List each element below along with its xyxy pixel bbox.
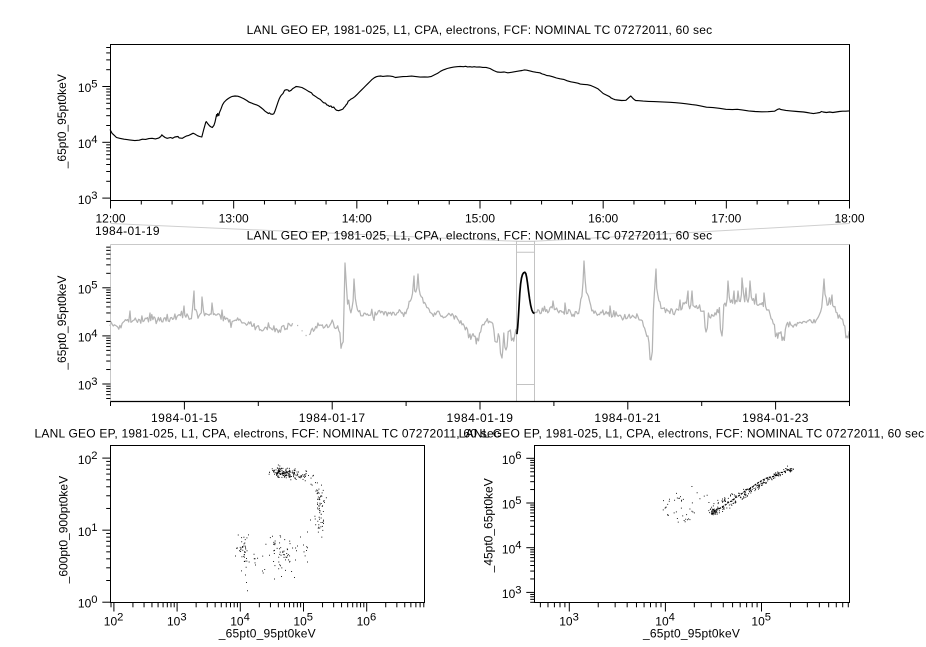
svg-text:17:00: 17:00: [711, 211, 741, 225]
svg-text:1984-01-19: 1984-01-19: [95, 224, 160, 238]
svg-text:_65pt0_95pt0keV: _65pt0_95pt0keV: [55, 74, 69, 169]
svg-text:LANL GEO EP, 1981-025, L1, CPA: LANL GEO EP, 1981-025, L1, CPA, electron…: [247, 229, 713, 243]
svg-text:1984-01-15: 1984-01-15: [151, 411, 218, 425]
svg-text:_600pt0_900pt0keV: _600pt0_900pt0keV: [57, 476, 71, 584]
svg-text:_45pt0_65pt0keV: _45pt0_65pt0keV: [482, 478, 496, 573]
svg-text:12:00: 12:00: [95, 211, 125, 225]
svg-text:15:00: 15:00: [465, 211, 495, 225]
svg-text:13:00: 13:00: [219, 211, 249, 225]
svg-text:_65pt0_95pt0keV: _65pt0_95pt0keV: [55, 276, 69, 371]
svg-text:LANL GEO EP, 1981-025, L1, CPA: LANL GEO EP, 1981-025, L1, CPA, electron…: [247, 23, 713, 37]
svg-text:_65pt0_95pt0keV: _65pt0_95pt0keV: [218, 627, 316, 641]
svg-text:1984-01-17: 1984-01-17: [299, 411, 366, 425]
svg-text:18:00: 18:00: [834, 211, 864, 225]
svg-text:LANL GEO EP, 1981-025, L1, CPA: LANL GEO EP, 1981-025, L1, CPA, electron…: [459, 426, 925, 440]
svg-text:1984-01-21: 1984-01-21: [594, 411, 661, 425]
svg-text:1984-01-19: 1984-01-19: [447, 411, 514, 425]
svg-text:LANL GEO EP, 1981-025, L1, CPA: LANL GEO EP, 1981-025, L1, CPA, electron…: [34, 426, 500, 440]
svg-text:1984-01-23: 1984-01-23: [742, 411, 809, 425]
svg-text:16:00: 16:00: [588, 211, 618, 225]
svg-text:14:00: 14:00: [342, 211, 372, 225]
svg-text:_65pt0_95pt0keV: _65pt0_95pt0keV: [642, 627, 740, 641]
